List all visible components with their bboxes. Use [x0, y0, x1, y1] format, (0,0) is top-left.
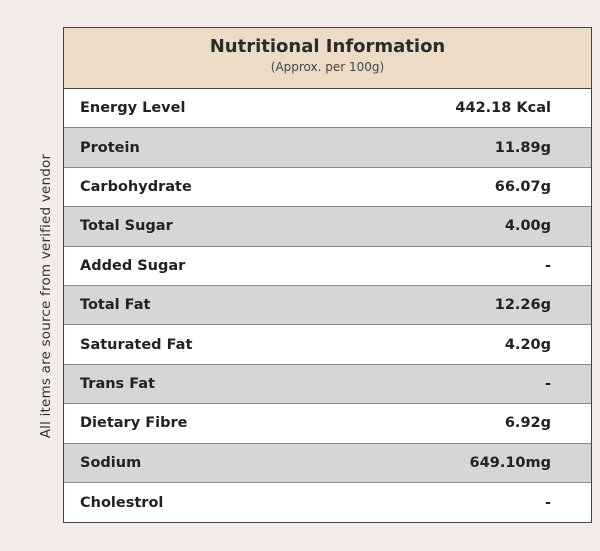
nutrient-name: Energy Level — [80, 100, 186, 117]
nutrient-value: - — [544, 257, 551, 274]
nutrient-name: Trans Fat — [80, 375, 156, 392]
nutrient-value: 11.89g — [494, 139, 551, 156]
nutrient-name: Total Sugar — [80, 218, 173, 235]
side-note: All items are source from verified vendo… — [38, 153, 54, 439]
table-row: Total Sugar 4.00g — [64, 207, 591, 247]
table-row: Saturated Fat 4.20g — [64, 325, 591, 365]
table-row: Protein 11.89g — [64, 128, 591, 168]
nutrient-name: Cholestrol — [80, 494, 164, 511]
nutrient-value: 66.07g — [494, 178, 551, 195]
table-row: Carbohydrate 66.07g — [64, 168, 591, 208]
nutrient-value: 4.20g — [504, 336, 551, 353]
subtitle: (Approx. per 100g) — [270, 60, 385, 74]
nutrition-table: Nutritional Information (Approx. per 100… — [63, 27, 592, 523]
table-body: Energy Level 442.18 Kcal Protein 11.89g Carb… — [64, 89, 591, 522]
nutrient-name: Total Fat — [80, 297, 151, 314]
table-row: Dietary Fibre 6.92g — [64, 404, 591, 444]
nutrient-name: Sodium — [80, 454, 142, 471]
table-row: Added Sugar - — [64, 247, 591, 286]
nutrient-value: 12.26g — [494, 297, 551, 314]
table-row: Sodium 649.10mg — [64, 443, 591, 483]
nutrient-value: - — [544, 375, 551, 392]
nutrient-value: 649.10mg — [469, 454, 551, 471]
nutrient-value: 4.00g — [504, 218, 551, 235]
title: Nutritional Information — [209, 36, 446, 57]
table-row: Energy Level 442.18 Kcal — [64, 89, 591, 129]
nutrient-name: Dietary Fibre — [80, 415, 188, 432]
table-row: Cholestrol - — [64, 483, 591, 522]
nutrient-value: 442.18 Kcal — [455, 100, 551, 117]
nutrient-name: Carbohydrate — [80, 178, 192, 195]
table-header: Nutritional Information (Approx. per 100… — [64, 28, 591, 89]
nutrient-value: 6.92g — [504, 415, 551, 432]
nutrient-name: Protein — [80, 139, 140, 156]
nutrient-value: - — [544, 494, 551, 511]
nutrient-name: Added Sugar — [80, 257, 186, 274]
nutrient-name: Saturated Fat — [80, 336, 193, 353]
table-row: Total Fat 12.26g — [64, 285, 591, 326]
table-row: Trans Fat - — [64, 364, 591, 405]
